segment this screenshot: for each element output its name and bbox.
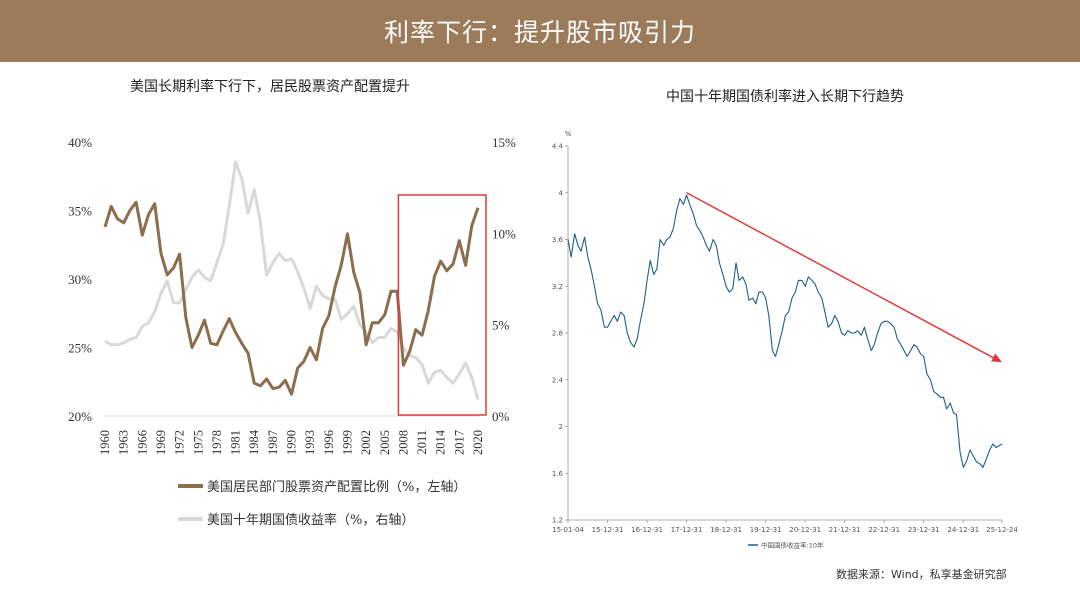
x-tick-label: 1993 xyxy=(303,430,317,455)
right-chart-legend: 中国国债收益率:10年 xyxy=(748,541,824,550)
y-left-tick-label: 40% xyxy=(68,135,92,150)
y-tick-label: 2.4 xyxy=(552,376,564,384)
y-tick-label: 2.8 xyxy=(552,330,563,338)
y-unit-label: % xyxy=(565,130,572,138)
left-chart-title: 美国长期利率下行下，居民股票资产配置提升 xyxy=(130,79,410,95)
x-tick-label: 20-12-31 xyxy=(789,526,821,534)
x-tick-label: 2008 xyxy=(396,430,410,455)
x-tick-label: 17-12-31 xyxy=(671,526,703,534)
china-10y-yield-series xyxy=(567,194,1003,468)
x-tick-label: 2014 xyxy=(434,429,448,455)
x-tick-label: 1984 xyxy=(247,429,261,455)
us-equity-allocation-series xyxy=(103,200,480,396)
y-left-tick-label: 30% xyxy=(68,272,92,287)
y-left-tick-label: 20% xyxy=(68,409,92,424)
trend-arrow-head xyxy=(991,353,1002,363)
x-tick-label: 18-12-31 xyxy=(710,526,742,534)
x-tick-label: 2005 xyxy=(378,430,392,455)
x-tick-label: 23-12-31 xyxy=(908,526,940,534)
x-tick-label: 1975 xyxy=(191,430,205,455)
x-tick-label: 21-12-31 xyxy=(829,526,861,534)
x-tick-label: 2002 xyxy=(359,430,373,455)
x-tick-label: 1960 xyxy=(98,430,112,455)
y-tick-label: 4 xyxy=(559,189,564,197)
left-chart-legend: 美国居民部门股票资产配置比例（%，左轴） 美国十年期国债收益率（%，右轴） xyxy=(178,480,466,528)
x-tick-label: 1981 xyxy=(229,430,243,455)
x-tick-label: 2017 xyxy=(452,430,466,455)
x-tick-label: 1972 xyxy=(173,430,187,455)
y-right-tick-label: 5% xyxy=(492,318,510,333)
y-tick-label: 3.2 xyxy=(552,283,563,291)
x-tick-label: 2011 xyxy=(415,430,429,455)
y-tick-label: 2 xyxy=(559,423,563,431)
x-tick-label: 2020 xyxy=(471,430,485,455)
trend-arrow-line xyxy=(686,192,997,360)
x-tick-label: 1996 xyxy=(322,430,336,455)
x-tick-label: 19-12-31 xyxy=(750,526,782,534)
x-tick-label: 15-12-31 xyxy=(592,526,624,534)
x-tick-label: 1966 xyxy=(135,430,149,455)
x-tick-label: 1999 xyxy=(340,430,354,455)
right-chart-title: 中国十年期国债利率进入长期下行趋势 xyxy=(666,89,904,105)
source-note: 数据来源：Wind，私享基金研究部 xyxy=(836,568,1007,581)
legend-label: 美国居民部门股票资产配置比例（%，左轴） xyxy=(207,480,466,495)
x-tick-label: 1969 xyxy=(154,430,168,455)
page-title: 利率下行：提升股市吸引力 xyxy=(383,18,696,47)
highlight-box xyxy=(397,194,487,416)
legend-label: 美国十年期国债收益率（%，右轴） xyxy=(207,512,414,528)
legend-label: 中国国债收益率:10年 xyxy=(761,541,824,550)
x-tick-label: 1978 xyxy=(210,430,224,455)
y-right-tick-label: 10% xyxy=(492,226,516,241)
y-tick-label: 3.6 xyxy=(552,236,564,244)
x-tick-label: 15-01-04 xyxy=(552,526,584,534)
us-equity-allocation-line xyxy=(103,200,480,396)
us-treasury-yield-line xyxy=(104,160,480,401)
x-tick-label: 25-12-24 xyxy=(986,526,1018,534)
y-tick-label: 1.2 xyxy=(552,517,563,525)
x-tick-label: 16-12-31 xyxy=(631,526,663,534)
x-tick-label: 1990 xyxy=(285,430,299,455)
x-tick-label: 24-12-31 xyxy=(947,526,979,534)
y-tick-label: 1.6 xyxy=(552,470,564,478)
us-allocation-chart: 20% 25% 30% 35% 40% 0% 5% 10% 15% 1960 1963 1966 196… xyxy=(68,135,516,528)
x-tick-label: 22-12-31 xyxy=(868,526,900,534)
x-tick-label: 1963 xyxy=(117,430,131,455)
y-left-tick-label: 35% xyxy=(68,204,92,219)
y-right-tick-label: 0% xyxy=(492,409,510,424)
x-tick-label: 1987 xyxy=(266,430,280,455)
y-right-tick-label: 15% xyxy=(492,135,516,150)
us-treasury-yield-series xyxy=(104,160,480,401)
china-10y-yield-line xyxy=(567,194,1003,468)
y-left-tick-label: 25% xyxy=(68,341,92,356)
header-banner: 利率下行：提升股市吸引力 xyxy=(0,0,1080,62)
y-tick-label: 4.4 xyxy=(552,143,564,151)
